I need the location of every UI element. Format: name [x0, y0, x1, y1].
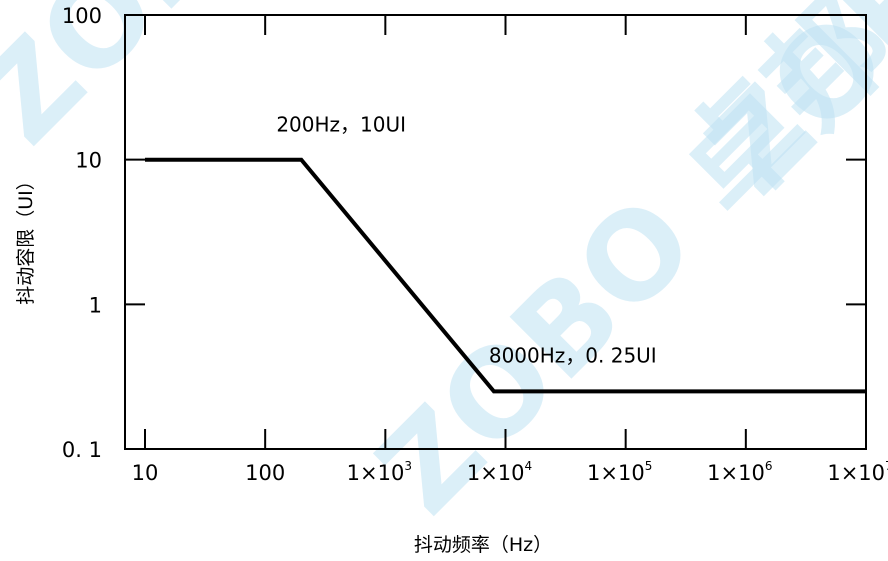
x-tick-label: 1×103 [347, 459, 412, 485]
watermark: ZOBO 卓邦ZOBO 卓邦ZOBO 卓邦 [0, 0, 888, 541]
x-tick-exponent: 6 [765, 459, 773, 473]
y-axis-title: 抖动容限（UI） [15, 171, 37, 305]
x-tick-exponent: 3 [404, 459, 412, 473]
x-tick-exponent: 5 [645, 459, 653, 473]
axis-ticks [125, 15, 866, 449]
labels: 10 100 1×103 1×104 1×105 1×106 1×107 100 10 1 0. 1… [62, 4, 888, 485]
y-tick-label: 100 [62, 4, 102, 28]
annotation-label: 200Hz，10UI [276, 113, 406, 137]
x-tick-exponent: 7 [885, 459, 888, 473]
x-tick-label: 10 [132, 461, 159, 485]
series-layer [145, 157, 866, 394]
y-tick-label: 1 [89, 293, 102, 317]
x-tick-exponent: 4 [525, 459, 533, 473]
y-tick-label: 0. 1 [62, 438, 102, 462]
y-tick-label: 10 [75, 149, 102, 173]
annotation-label: 8000Hz，0. 25UI [489, 343, 657, 367]
series-line [145, 157, 866, 394]
x-tick-label: 1×105 [587, 459, 652, 485]
x-tick-label: 1×104 [467, 459, 532, 485]
x-tick-label: 100 [245, 461, 285, 485]
x-tick-label: 1×106 [707, 459, 772, 485]
x-tick-label: 1×107 [827, 459, 888, 485]
plot-frame [124, 14, 867, 450]
x-axis-title: 抖动频率（Hz） [414, 534, 552, 556]
